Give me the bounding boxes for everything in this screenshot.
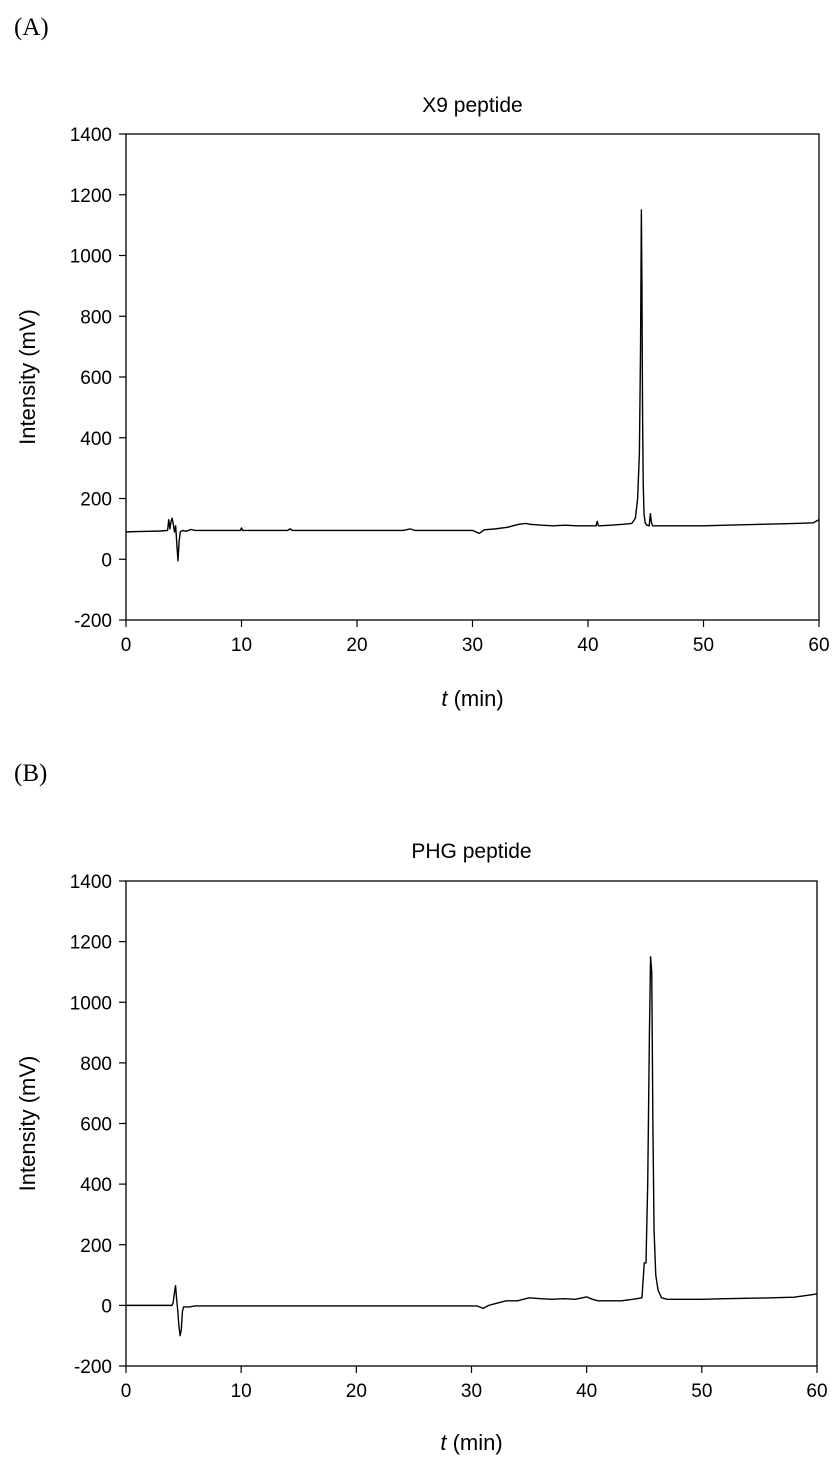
- y-axis-title: Intensity (mV): [15, 1056, 40, 1192]
- y-axis-title: Intensity (mV): [15, 309, 40, 445]
- x-tick-label: 40: [577, 635, 598, 656]
- chart-x9-peptide: X9 peptide -200 0 200 400 600 800 1000 1200 1400 0…: [15, 94, 830, 711]
- x-tick-label: 50: [693, 635, 714, 656]
- chart-title: PHG peptide: [411, 840, 531, 863]
- y-tick-label: 400: [80, 1175, 112, 1196]
- y-tick-label: -200: [74, 611, 112, 632]
- series-line: [125, 209, 820, 562]
- x-tick-label: 20: [346, 635, 367, 656]
- x-tick-label: 40: [576, 1381, 597, 1402]
- series-line: [126, 956, 818, 1337]
- y-tick-label: 800: [80, 307, 112, 328]
- y-tick-label: 200: [80, 490, 112, 511]
- y-tick-label: 600: [80, 1115, 112, 1136]
- y-tick-label: 0: [101, 1296, 112, 1317]
- x-tick-label: 60: [806, 1381, 827, 1402]
- y-tick-label: 800: [80, 1054, 112, 1075]
- y-tick-label: 1000: [70, 993, 112, 1014]
- y-tick-label: 1000: [70, 247, 112, 268]
- x-axis-title: t (min): [440, 1430, 502, 1455]
- x-tick-label: 30: [461, 1381, 482, 1402]
- chart-title: X9 peptide: [422, 94, 522, 117]
- y-tick-label: 600: [80, 368, 112, 389]
- x-axis-title: t (min): [441, 686, 503, 711]
- x-tick-label: 10: [231, 1381, 252, 1402]
- y-tick-label: 1400: [70, 125, 112, 146]
- panel-label-b: (B): [14, 760, 48, 787]
- y-tick-label: 400: [80, 429, 112, 450]
- y-tick-label: 0: [101, 550, 112, 571]
- x-tick-label: 20: [346, 1381, 367, 1402]
- x-tick-label: 0: [121, 1381, 132, 1402]
- x-tick-label: 60: [808, 635, 829, 656]
- x-tick-label: 10: [231, 635, 252, 656]
- y-tick-label: -200: [74, 1357, 112, 1378]
- x-tick-label: 50: [691, 1381, 712, 1402]
- x-tick-label: 30: [462, 635, 483, 656]
- y-tick-label: 1400: [70, 872, 112, 893]
- plot-frame: [125, 880, 818, 1367]
- y-tick-label: 1200: [70, 186, 112, 207]
- panel-label-a: (A): [14, 14, 49, 41]
- y-tick-label: 1200: [70, 933, 112, 954]
- x-tick-label: 0: [121, 635, 132, 656]
- y-tick-label: 200: [80, 1236, 112, 1257]
